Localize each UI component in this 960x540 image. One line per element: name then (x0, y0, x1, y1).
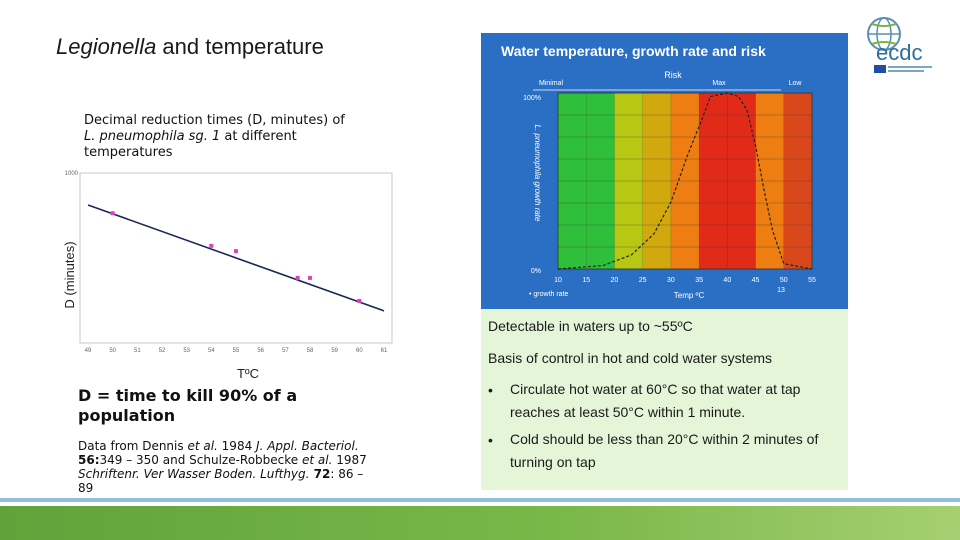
bullet-marker-2: • (488, 432, 493, 448)
source-j: 72 (309, 467, 331, 481)
source-d: J. Appl. Bacteriol. (256, 439, 359, 453)
bullet-item-2: Cold should be less than 20°C within 2 m… (510, 431, 819, 470)
panel-line2: Basis of control in hot and cold water s… (488, 350, 773, 366)
chart1-caption: Decimal reduction times (D, minutes) of … (84, 113, 384, 161)
x-axis-label: TºC (237, 366, 259, 381)
logo-text: ecdc (876, 40, 922, 65)
panel-line1: Detectable in waters up to ~55ºC (488, 318, 693, 334)
x-tick-label: 35 (695, 277, 703, 284)
label-max: Max (712, 80, 726, 87)
x-tick-label: 54 (208, 348, 215, 354)
extra-label: 13 (777, 287, 785, 294)
bullet-marker-1: • (488, 382, 493, 398)
caption-species: L. pneumophila sg. 1 (84, 129, 221, 144)
x-tick-label: 50 (109, 348, 116, 354)
x-tick-label: 15 (582, 277, 590, 284)
data-point (110, 211, 115, 216)
source-citation: Data from Dennis et al. 1984 J. Appl. Ba… (78, 439, 388, 495)
x-tick-label: 60 (356, 348, 363, 354)
source-f: 349 – 350 and Schulze-Robbecke (99, 453, 302, 467)
source-g: et al. (302, 453, 333, 467)
x-tick-label: 58 (307, 348, 314, 354)
caption-line2-rest: at different (220, 129, 297, 144)
x-tick-label: 56 (257, 348, 264, 354)
definition-text: D = time to kill 90% of a population (78, 386, 298, 425)
x-tick-label: 53 (183, 348, 190, 354)
data-point (295, 275, 300, 280)
caption-line3: temperatures (84, 145, 173, 160)
x-tick-label: 51 (134, 348, 141, 354)
growth-risk-chart: Water temperature, growth rate and risk … (481, 33, 848, 309)
legend-growth-rate: • growth rate (529, 291, 569, 298)
source-h: 1987 (332, 453, 367, 467)
fit-line (87, 204, 385, 312)
globe-icon (867, 17, 901, 51)
y-tick-0: 0% (531, 268, 541, 275)
source-i: Schriftenr. Ver Wasser Boden. Lufthyg. (78, 467, 310, 481)
chart2-ylabel: L. pneumophila growth rate (533, 125, 542, 223)
x-tick-label: 59 (331, 348, 338, 354)
x-tick-label: 52 (159, 348, 166, 354)
y-axis-label: D (minutes) (62, 241, 77, 308)
growth-rate-curve (557, 92, 813, 270)
label-low: Low (789, 80, 803, 87)
d-value-chart: 49 50 51 52 53 54 55 56 57 58 59 60 61 D (minutes) T… (58, 165, 408, 390)
x-tick-label: 25 (639, 277, 647, 284)
source-e: 56: (78, 453, 100, 467)
x-tick-label: 10 (554, 277, 562, 284)
x-tick-label: 61 (381, 348, 388, 354)
bullet-item-1: Circulate hot water at 60°C so that wate… (510, 381, 801, 420)
x-tick-label: 45 (752, 277, 760, 284)
source-k: : 86 – (330, 467, 364, 481)
title-rest: and temperature (156, 34, 324, 59)
footer-band (0, 506, 960, 540)
data-point (308, 275, 312, 280)
source-c: 1984 (217, 439, 257, 453)
chart2-xlabel: Temp ºC (674, 291, 705, 300)
x-tick-label: 55 (808, 277, 816, 284)
source-b: et al. (187, 439, 218, 453)
source-l: 89 (78, 481, 94, 495)
x-tick-label: 30 (667, 277, 675, 284)
page-title: Legionella and temperature (56, 34, 324, 60)
source-a: Data from Dennis (78, 439, 188, 453)
chart2-title: Water temperature, growth rate and risk (501, 43, 766, 59)
x-tick-label: 55 (233, 348, 240, 354)
info-panel: Detectable in waters up to ~55ºC Basis o… (481, 309, 848, 490)
x-tick-label: 40 (723, 277, 731, 284)
data-point (357, 298, 362, 303)
footer-divider (0, 498, 960, 502)
caption-line1: Decimal reduction times (D, minutes) of (84, 113, 345, 128)
x-tick-label: 20 (611, 277, 619, 284)
x-tick-label: 57 (282, 348, 289, 354)
y-tick-label: 1000 (65, 171, 79, 177)
title-italic: Legionella (56, 34, 157, 59)
x-tick-label: 50 (780, 277, 788, 284)
label-risk: Risk (664, 70, 682, 80)
label-minimal: Minimal (539, 80, 564, 87)
data-point (209, 243, 214, 248)
ecdc-logo: ecdc (860, 10, 936, 76)
data-point (234, 249, 238, 254)
x-tick-label: 49 (85, 348, 92, 354)
y-tick-100: 100% (523, 95, 541, 102)
